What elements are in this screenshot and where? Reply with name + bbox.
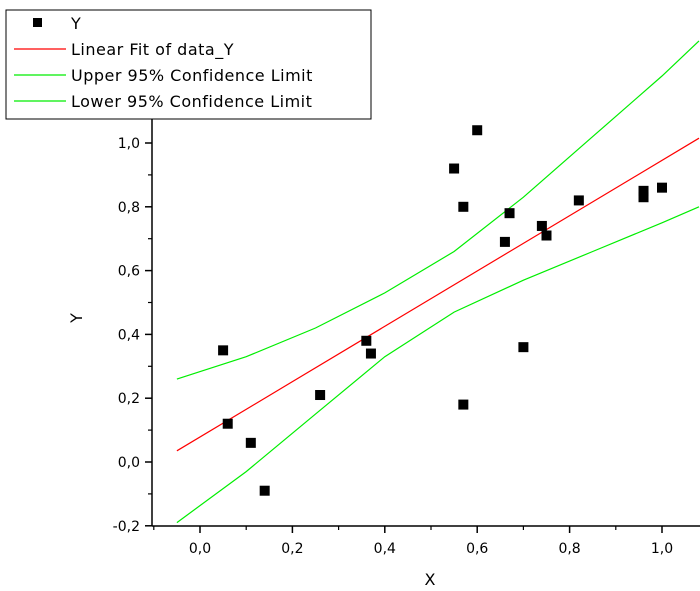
- data-point: [245, 437, 256, 448]
- data-point: [638, 192, 649, 203]
- axes: -0,2 0,0 0,2 0,4 0,6 0,8 1,0 0,0 0,2 0,4 0,6 0,8 1,0: [113, 30, 700, 557]
- x-tick-label: 0,8: [558, 541, 580, 557]
- y-axis-title: Y: [67, 313, 86, 324]
- data-point: [499, 236, 510, 247]
- data-point: [458, 399, 469, 410]
- data-point: [536, 220, 547, 231]
- data-point: [541, 230, 552, 241]
- y-tick-label: 1,0: [118, 136, 140, 152]
- data-point: [573, 195, 584, 206]
- legend-box: [5, 9, 372, 120]
- x-tick-label: 0,2: [281, 541, 303, 557]
- data-point: [361, 335, 372, 346]
- series-line-2: [176, 40, 700, 380]
- legend: Y Linear Fit of data_Y Upper 95% Confidenc…: [5, 9, 372, 120]
- legend-label: Lower 95% Confidence Limit: [71, 92, 312, 111]
- data-points: [218, 125, 667, 496]
- data-point: [518, 342, 529, 353]
- series-lines: [176, 40, 700, 524]
- data-point: [504, 208, 515, 219]
- x-tick-label: 0,0: [189, 541, 211, 557]
- y-tick-label: 0,2: [118, 391, 140, 407]
- legend-marker: [33, 18, 42, 27]
- y-tick-label: 0,6: [118, 264, 140, 280]
- y-tick-label: 0,0: [118, 455, 140, 471]
- data-point: [657, 182, 667, 193]
- data-point: [365, 348, 376, 359]
- data-point: [458, 201, 469, 212]
- y-tick-label: 0,4: [118, 327, 140, 343]
- legend-label: Upper 95% Confidence Limit: [71, 66, 313, 85]
- data-point: [259, 485, 270, 496]
- y-tick-label: -0,2: [113, 519, 140, 535]
- x-axis-title: X: [425, 570, 436, 589]
- legend-label: Linear Fit of data_Y: [71, 40, 234, 60]
- data-point: [315, 390, 326, 401]
- legend-label: Y: [70, 14, 81, 33]
- data-point: [449, 163, 460, 174]
- series-line-1: [176, 137, 700, 452]
- data-point: [472, 125, 483, 136]
- x-tick-label: 1,0: [651, 541, 673, 557]
- data-point: [218, 345, 229, 356]
- data-point: [638, 185, 649, 196]
- x-tick-label: 0,6: [466, 541, 488, 557]
- x-tick-label: 0,4: [374, 541, 396, 557]
- data-point: [222, 418, 233, 429]
- series-line-3: [176, 206, 700, 524]
- y-tick-label: 0,8: [118, 200, 140, 216]
